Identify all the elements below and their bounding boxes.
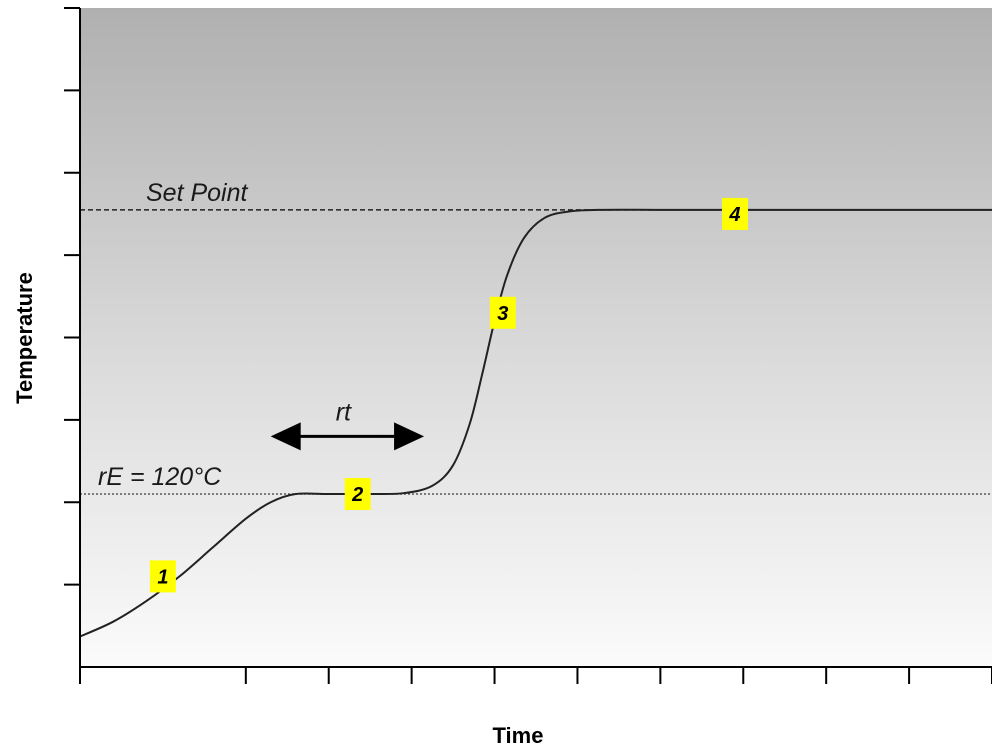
- set-point-label: Set Point: [146, 179, 249, 207]
- rt-label: rt: [336, 398, 352, 426]
- marker-label: 3: [497, 303, 508, 325]
- marker-box: [149, 560, 176, 593]
- marker-label: 1: [157, 566, 168, 588]
- rt-arrow-head-right: [394, 422, 425, 451]
- marker-box: [489, 296, 516, 329]
- rt-arrow: rt: [270, 398, 425, 451]
- series-layer: [79, 208, 992, 638]
- re-label: rE = 120°C: [98, 463, 222, 491]
- marker-4: 4: [721, 197, 748, 230]
- marker-box: [344, 478, 371, 511]
- rt-arrow-head-left: [270, 422, 301, 451]
- marker-label: 4: [728, 204, 740, 226]
- markers: 1 2 3 4: [149, 197, 748, 593]
- plot-background: [80, 8, 992, 667]
- marker-1: 1: [149, 560, 176, 593]
- temperature-curve: [79, 208, 992, 638]
- ticks: [64, 7, 992, 684]
- marker-3: 3: [489, 296, 516, 329]
- marker-2: 2: [344, 478, 371, 511]
- marker-box: [721, 197, 748, 230]
- x-axis-label: Time: [493, 723, 544, 748]
- marker-label: 2: [351, 484, 363, 506]
- annotations: Set Point rE = 120°C rt: [98, 179, 425, 491]
- y-axis-label: Temperature: [12, 272, 37, 404]
